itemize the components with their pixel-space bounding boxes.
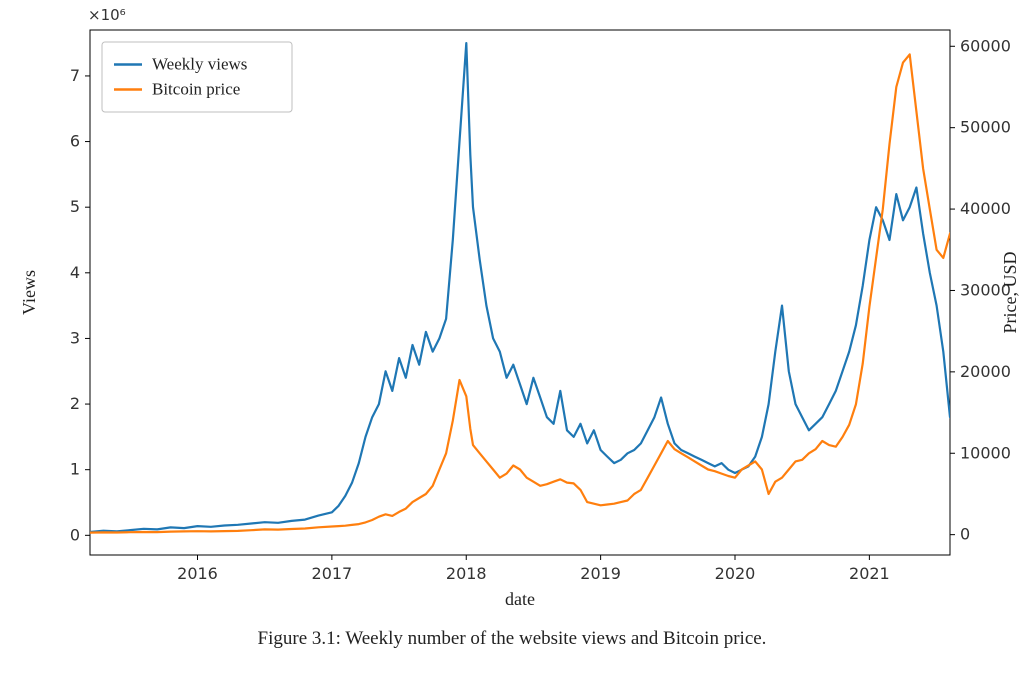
svg-text:7: 7: [70, 66, 80, 85]
svg-text:Bitcoin price: Bitcoin price: [152, 80, 240, 99]
svg-text:0: 0: [70, 525, 80, 544]
svg-text:Price, USD: Price, USD: [1000, 252, 1020, 334]
svg-text:2020: 2020: [715, 564, 756, 583]
svg-text:2: 2: [70, 394, 80, 413]
svg-text:1: 1: [70, 460, 80, 479]
svg-text:20000: 20000: [960, 362, 1011, 381]
figure-container: 2016 2017 2018 2019 2020 2021 date 0 1 2 3 4 5 6 7 ×10⁶…: [0, 0, 1024, 676]
svg-text:60000: 60000: [960, 36, 1011, 55]
svg-text:0: 0: [960, 525, 970, 544]
svg-text:40000: 40000: [960, 199, 1011, 218]
svg-text:2018: 2018: [446, 564, 487, 583]
svg-text:date: date: [505, 589, 535, 609]
figure-caption: Figure 3.1: Weekly number of the website…: [0, 628, 1024, 650]
svg-text:6: 6: [70, 132, 80, 151]
svg-text:3: 3: [70, 328, 80, 347]
svg-text:2021: 2021: [849, 564, 890, 583]
svg-text:2016: 2016: [177, 564, 218, 583]
svg-text:2019: 2019: [580, 564, 621, 583]
svg-text:×10⁶: ×10⁶: [88, 6, 126, 24]
svg-text:10000: 10000: [960, 443, 1011, 462]
svg-text:Weekly views: Weekly views: [152, 55, 247, 74]
svg-text:4: 4: [70, 263, 80, 282]
svg-text:5: 5: [70, 197, 80, 216]
svg-text:50000: 50000: [960, 118, 1011, 137]
svg-text:2017: 2017: [312, 564, 353, 583]
line-chart: 2016 2017 2018 2019 2020 2021 date 0 1 2 3 4 5 6 7 ×10⁶…: [0, 0, 1024, 615]
svg-text:Views: Views: [19, 270, 39, 315]
